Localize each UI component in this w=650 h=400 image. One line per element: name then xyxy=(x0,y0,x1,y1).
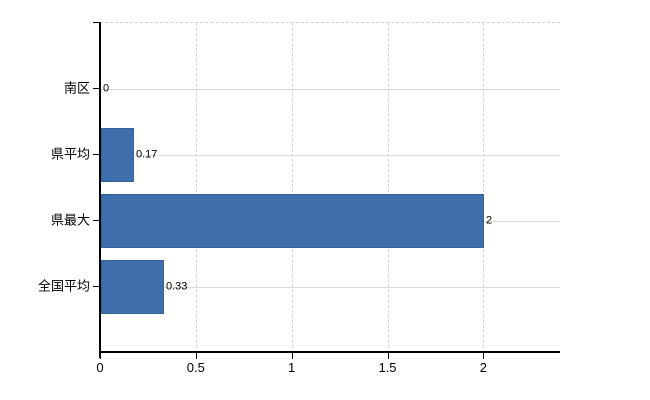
data-bar xyxy=(101,194,484,248)
y-category-label: 全国平均 xyxy=(37,278,90,294)
x-tick-label: 2 xyxy=(479,360,487,375)
y-axis-line xyxy=(99,22,101,358)
bar-value-label: 0.33 xyxy=(166,280,188,293)
horizontal-gridline xyxy=(100,287,560,288)
x-axis-line xyxy=(100,351,560,353)
bar-value-label: 0.17 xyxy=(136,148,158,161)
vertical-gridline xyxy=(195,23,197,353)
data-bar xyxy=(101,260,164,314)
x-axis-tick xyxy=(100,353,101,359)
y-axis-tick xyxy=(93,220,100,221)
x-tick-label: 0 xyxy=(96,360,104,375)
bar-value-label: 2 xyxy=(486,214,493,227)
horizontal-gridline xyxy=(100,155,560,156)
y-category-label: 県最大 xyxy=(50,212,90,228)
x-axis-tick xyxy=(195,353,197,359)
x-tick-label: 1.5 xyxy=(378,360,397,375)
x-axis-tick xyxy=(483,353,485,359)
bar-value-label: 0 xyxy=(103,82,110,95)
y-axis-end-tick xyxy=(93,22,100,23)
x-axis-tick xyxy=(387,353,389,359)
plot-area: 0 0.17 2 0.33 xyxy=(100,22,560,353)
x-axis-tick xyxy=(291,353,293,359)
vertical-gridline xyxy=(291,23,293,353)
y-axis-tick xyxy=(93,286,100,287)
vertical-gridline xyxy=(387,23,389,353)
y-category-label: 県平均 xyxy=(50,146,90,162)
y-axis-tick xyxy=(93,88,100,89)
vertical-gridline xyxy=(483,23,485,353)
x-tick-label: 1 xyxy=(288,360,296,375)
y-axis-tick xyxy=(93,154,100,155)
y-category-label: 南区 xyxy=(63,80,90,96)
data-bar xyxy=(101,128,134,182)
x-tick-label: 0.5 xyxy=(186,360,205,375)
horizontal-gridline xyxy=(100,89,560,90)
